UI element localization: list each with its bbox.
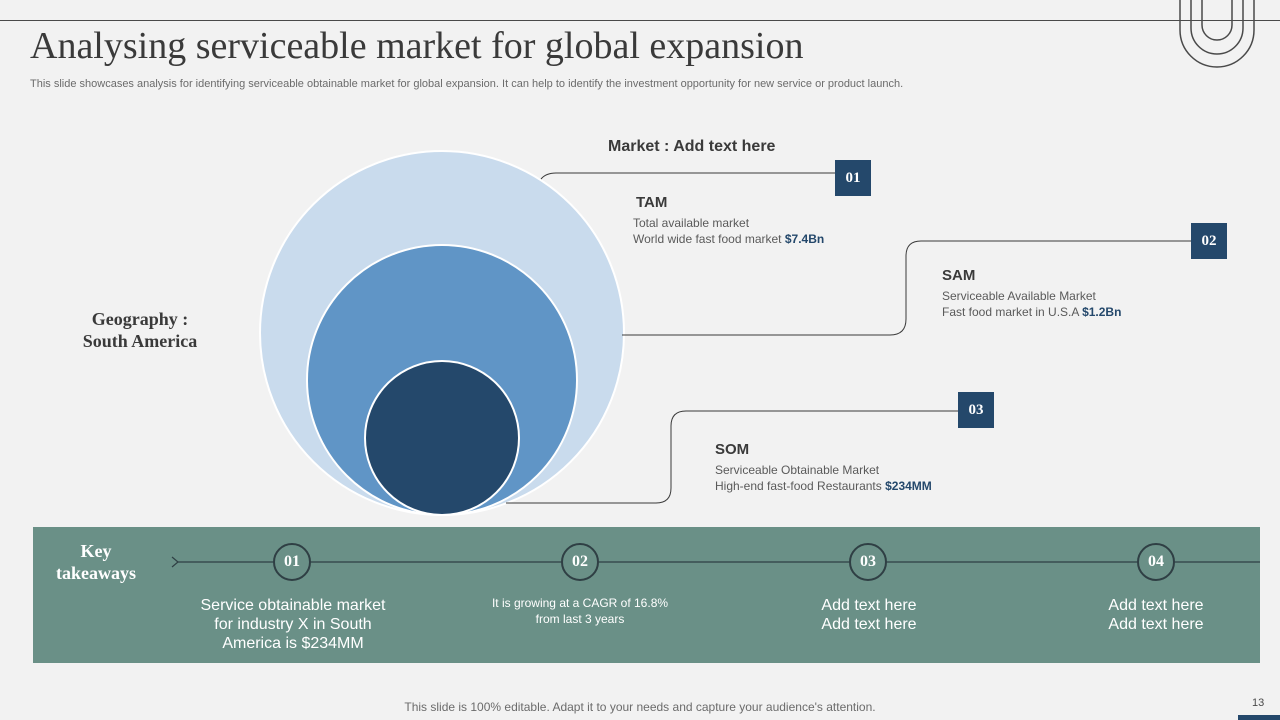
sam-value: $1.2Bn xyxy=(1082,305,1122,319)
takeaway-01-line2: for industry X in South xyxy=(214,616,372,633)
sam-detail-text: Fast food market in U.S.A xyxy=(942,305,1083,319)
sam-block: SAM Serviceable Available Market Fast fo… xyxy=(942,267,1121,320)
tam-value: $7.4Bn xyxy=(784,232,825,246)
takeaway-01-line3: America is $234MM xyxy=(222,635,364,652)
sam-number-badge: 02 xyxy=(1191,223,1227,259)
tam-detail-text: World wide fast food market xyxy=(633,232,785,246)
som-circle xyxy=(364,360,520,516)
page-title: Analysing serviceable market for global … xyxy=(30,25,804,67)
takeaway-04-line1: Add text here xyxy=(1108,597,1204,614)
market-circles-diagram xyxy=(259,150,1191,516)
page-number: 13 xyxy=(1252,697,1265,709)
takeaway-01-line1: Service obtainable market xyxy=(200,597,386,614)
som-description: Serviceable Obtainable Market xyxy=(715,463,880,477)
sam-title: SAM xyxy=(942,267,976,284)
takeaway-text-01: Service obtainable market for industry X… xyxy=(182,596,404,653)
takeaway-number-02: 02 xyxy=(561,543,599,581)
geography-label-line1: Geography : xyxy=(91,309,189,329)
tam-block: TAM Total available market World wide fa… xyxy=(633,194,824,247)
takeaway-number-04: 04 xyxy=(1137,543,1175,581)
page-subtitle: This slide showcases analysis for identi… xyxy=(30,78,904,90)
key-takeaways-label-line1: Key xyxy=(80,541,112,561)
key-takeaways-label: Key takeaways xyxy=(36,540,156,584)
takeaway-number-03: 03 xyxy=(849,543,887,581)
key-takeaways-label-line2: takeaways xyxy=(56,563,136,583)
page-number-bar xyxy=(1238,715,1280,720)
som-detail: High-end fast-food Restaurants $234MM xyxy=(715,478,932,494)
takeaway-03-line2: Add text here xyxy=(821,616,917,633)
footer-note: This slide is 100% editable. Adapt it to… xyxy=(404,700,876,714)
takeaway-02-line1: It is growing at a CAGR of 16.8% xyxy=(491,596,669,610)
geography-label-line2: South America xyxy=(82,331,198,351)
som-title: SOM xyxy=(715,441,750,458)
takeaway-text-04: Add text here Add text here xyxy=(1056,596,1256,634)
takeaway-text-03: Add text here Add text here xyxy=(769,596,969,634)
sam-connector xyxy=(622,240,1191,336)
tam-description: Total available market xyxy=(633,216,750,230)
takeaway-text-02: It is growing at a CAGR of 16.8% from la… xyxy=(470,595,690,627)
tam-detail: World wide fast food market $7.4Bn xyxy=(633,231,824,247)
top-divider xyxy=(0,20,1280,21)
som-block: SOM Serviceable Obtainable Market High-e… xyxy=(715,441,932,494)
takeaways-timeline-line xyxy=(171,556,1260,568)
tam-number-badge: 01 xyxy=(835,160,871,196)
market-heading: Market : Add text here xyxy=(608,138,776,155)
takeaway-03-line1: Add text here xyxy=(821,597,917,614)
tam-title: TAM xyxy=(636,194,668,211)
key-takeaways-band xyxy=(33,527,1260,663)
takeaway-number-01: 01 xyxy=(273,543,311,581)
takeaway-04-line2: Add text here xyxy=(1108,616,1204,633)
sam-detail: Fast food market in U.S.A $1.2Bn xyxy=(942,304,1121,320)
tam-connector xyxy=(540,172,836,180)
som-number-badge: 03 xyxy=(958,392,994,428)
sam-description: Serviceable Available Market xyxy=(942,289,1096,303)
decorative-rings-icon xyxy=(1179,0,1255,68)
som-connector xyxy=(506,410,958,504)
som-value: $234MM xyxy=(885,479,932,493)
som-detail-text: High-end fast-food Restaurants xyxy=(715,479,886,493)
geography-label: Geography : South America xyxy=(50,308,230,352)
takeaway-02-line2: from last 3 years xyxy=(535,612,625,626)
